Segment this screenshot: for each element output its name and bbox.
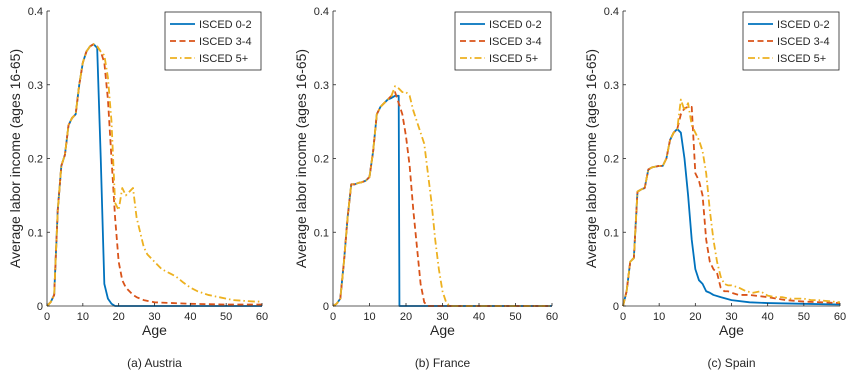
x-tick-label: 30 <box>148 311 160 323</box>
x-tick-label: 40 <box>762 311 774 323</box>
chart-panel-2: 0 10 20 30 40 50 60 0 0.1 0.2 0.3 0.4 Age Average lab… <box>293 6 558 370</box>
x-tick-label: 20 <box>689 311 701 323</box>
chart-panel-3: 0 10 20 30 40 50 60 0 0.1 0.2 0.3 0.4 Age Average lab… <box>583 6 846 370</box>
legend-label-1: ISCED 0-2 <box>777 19 830 31</box>
y-tick-label: 0.2 <box>28 154 43 166</box>
legend: ISCED 0-2 ISCED 3-4 ISCED 5+ <box>164 11 262 71</box>
legend-label-1: ISCED 0-2 <box>489 19 542 31</box>
x-tick-label: 50 <box>509 311 521 323</box>
x-tick-label: 10 <box>363 311 375 323</box>
x-tick-label: 50 <box>220 311 232 323</box>
y-tick-label: 0 <box>323 301 329 313</box>
x-tick-label: 60 <box>256 311 268 323</box>
legend-label-3: ISCED 5+ <box>777 53 826 65</box>
y-tick-label: 0.2 <box>314 154 329 166</box>
y-tick-label: 0.3 <box>314 80 329 92</box>
chart-panel-1: 0 10 20 30 40 50 60 0 0.1 0.2 0.3 0.4 Age Average lab… <box>7 6 268 370</box>
legend: ISCED 0-2 ISCED 3-4 ISCED 5+ <box>454 11 552 71</box>
x-tick-label: 20 <box>113 311 125 323</box>
y-tick-label: 0 <box>613 301 619 313</box>
legend-label-2: ISCED 3-4 <box>777 36 830 48</box>
x-tick-label: 20 <box>400 311 412 323</box>
legend-label-2: ISCED 3-4 <box>489 36 542 48</box>
legend-label-2: ISCED 3-4 <box>199 36 252 48</box>
y-tick-label: 0.3 <box>604 80 619 92</box>
y-tick-label: 0.1 <box>314 227 329 239</box>
x-tick-label: 10 <box>77 311 89 323</box>
x-tick-label: 40 <box>473 311 485 323</box>
y-tick-label: 0.1 <box>28 227 43 239</box>
y-tick-label: 0.3 <box>28 80 43 92</box>
panel-caption: (a) Austria <box>127 356 182 370</box>
x-tick-label: 50 <box>798 311 810 323</box>
x-tick-label: 40 <box>184 311 196 323</box>
series-line-3 <box>46 43 262 307</box>
x-tick-label: 30 <box>725 311 737 323</box>
y-tick-label: 0.1 <box>604 227 619 239</box>
panel-caption: (b) France <box>415 356 471 370</box>
y-axis-label: Average labor income (ages 16-65) <box>293 49 309 268</box>
y-axis-label: Average labor income (ages 16-65) <box>583 49 599 268</box>
legend-label-3: ISCED 5+ <box>489 53 538 65</box>
y-tick-label: 0.2 <box>604 154 619 166</box>
series-line-2 <box>622 105 841 307</box>
series-line-2 <box>46 43 262 307</box>
series-line-3 <box>622 98 841 307</box>
x-tick-label: 30 <box>436 311 448 323</box>
legend: ISCED 0-2 ISCED 3-4 ISCED 5+ <box>742 11 840 71</box>
x-tick-label: 60 <box>834 311 846 323</box>
y-tick-label: 0.4 <box>28 6 43 18</box>
y-tick-label: 0.4 <box>314 6 329 18</box>
y-tick-label: 0.4 <box>604 6 619 18</box>
legend-label-3: ISCED 5+ <box>199 53 248 65</box>
series-line-3 <box>332 85 552 307</box>
x-tick-label: 0 <box>44 311 50 323</box>
x-axis-label: Age <box>430 322 455 338</box>
x-axis-label: Age <box>719 322 744 338</box>
x-tick-label: 60 <box>546 311 558 323</box>
x-tick-label: 0 <box>620 311 626 323</box>
x-tick-label: 0 <box>330 311 336 323</box>
x-tick-label: 10 <box>653 311 665 323</box>
y-tick-label: 0 <box>37 301 43 313</box>
y-axis-label: Average labor income (ages 16-65) <box>7 49 23 268</box>
legend-label-1: ISCED 0-2 <box>199 19 252 31</box>
x-axis-label: Age <box>142 322 167 338</box>
panel-caption: (c) Spain <box>707 356 755 370</box>
